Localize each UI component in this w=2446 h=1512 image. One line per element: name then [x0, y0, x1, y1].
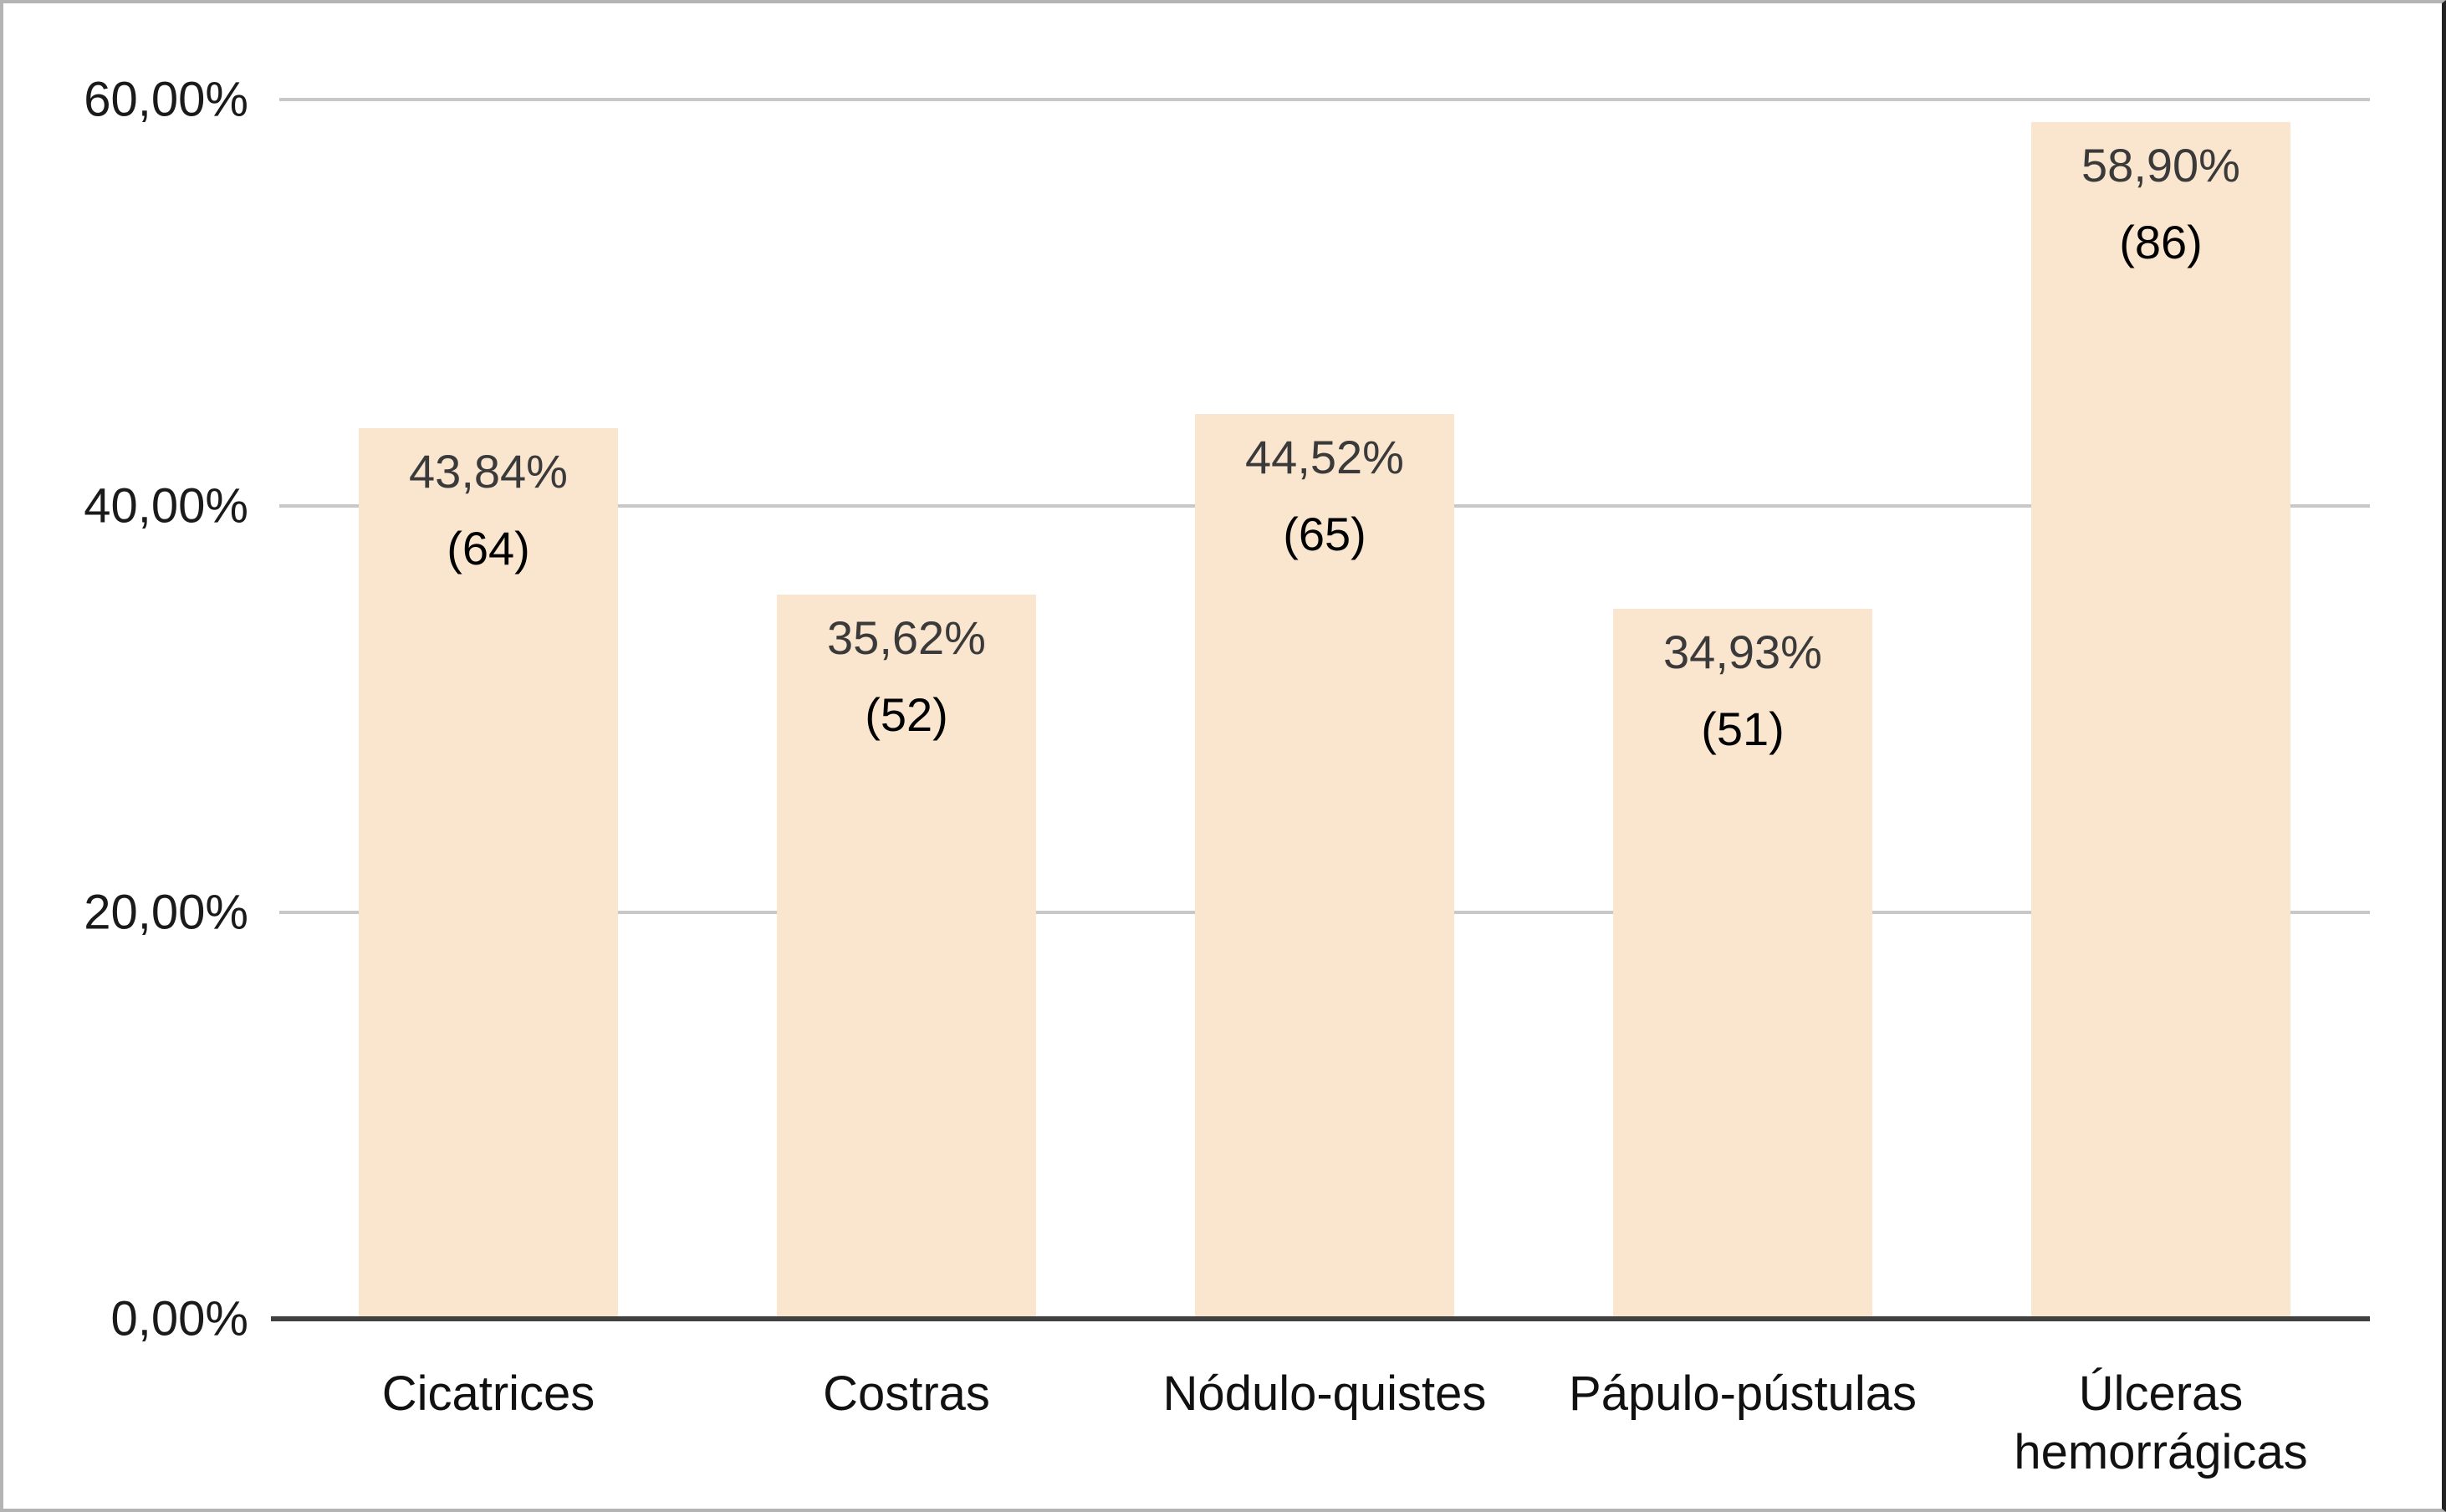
- x-axis-line: [271, 1316, 2370, 1321]
- bar-count-label: (51): [1701, 702, 1785, 756]
- bar-value-label: 58,90%: [2081, 138, 2240, 192]
- bar--lceras-hemorr-gicas: 58,90% (86): [2031, 121, 2290, 1319]
- bar-p-pulo-p-stulas: 34,93% (51): [1613, 609, 1872, 1319]
- x-category-label: Úlceras hemorrágicas: [1952, 1365, 2370, 1482]
- x-category-label-text: Pápulo-pústulas: [1569, 1366, 1917, 1421]
- gridline: [279, 98, 2370, 101]
- bar-count-label: (86): [2119, 215, 2203, 268]
- y-tick-label: 60,00%: [84, 72, 248, 127]
- bar-label: 35,62% (52): [777, 595, 1036, 753]
- x-category-label: Nódulo-quistes: [1116, 1365, 1534, 1423]
- x-category-label-text: Nódulo-quistes: [1162, 1366, 1487, 1421]
- bar-label: 58,90% (86): [2031, 122, 2290, 281]
- y-tick-label: 20,00%: [84, 885, 248, 940]
- bar-label: 34,93% (51): [1613, 609, 1872, 768]
- bar-value-label: 34,93%: [1663, 626, 1822, 679]
- x-category-label-text: Cicatrices: [381, 1366, 595, 1421]
- x-category-label: Cicatrices: [279, 1365, 697, 1423]
- bar-label: 43,84% (64): [359, 428, 618, 587]
- x-category-label: Costras: [697, 1365, 1116, 1423]
- x-category-label: Pápulo-pústulas: [1534, 1365, 1952, 1423]
- bar-count-label: (65): [1283, 508, 1366, 561]
- bar-cicatrices: 43,84% (64): [359, 427, 618, 1319]
- bar-n-dulo-quistes: 44,52% (65): [1195, 414, 1454, 1319]
- y-tick-label: 40,00%: [84, 478, 248, 534]
- x-category-label-text: Úlceras hemorrágicas: [2014, 1366, 2308, 1479]
- bar-count-label: (52): [865, 688, 948, 742]
- bar-value-label: 44,52%: [1245, 431, 1404, 484]
- bar-count-label: (64): [447, 521, 530, 575]
- bar-value-label: 35,62%: [827, 611, 986, 665]
- y-tick-label: 0,00%: [110, 1291, 248, 1346]
- bar-value-label: 43,84%: [409, 444, 568, 498]
- bar-costras: 35,62% (52): [777, 595, 1036, 1319]
- y-axis: 0,00% 20,00% 40,00% 60,00%: [3, 73, 248, 1346]
- plot-area: 43,84% (64) 35,62% (52) 44,52% (65) 34,93% (51)…: [271, 98, 2370, 1321]
- x-category-label-text: Costras: [823, 1366, 990, 1421]
- bar-label: 44,52% (65): [1195, 414, 1454, 573]
